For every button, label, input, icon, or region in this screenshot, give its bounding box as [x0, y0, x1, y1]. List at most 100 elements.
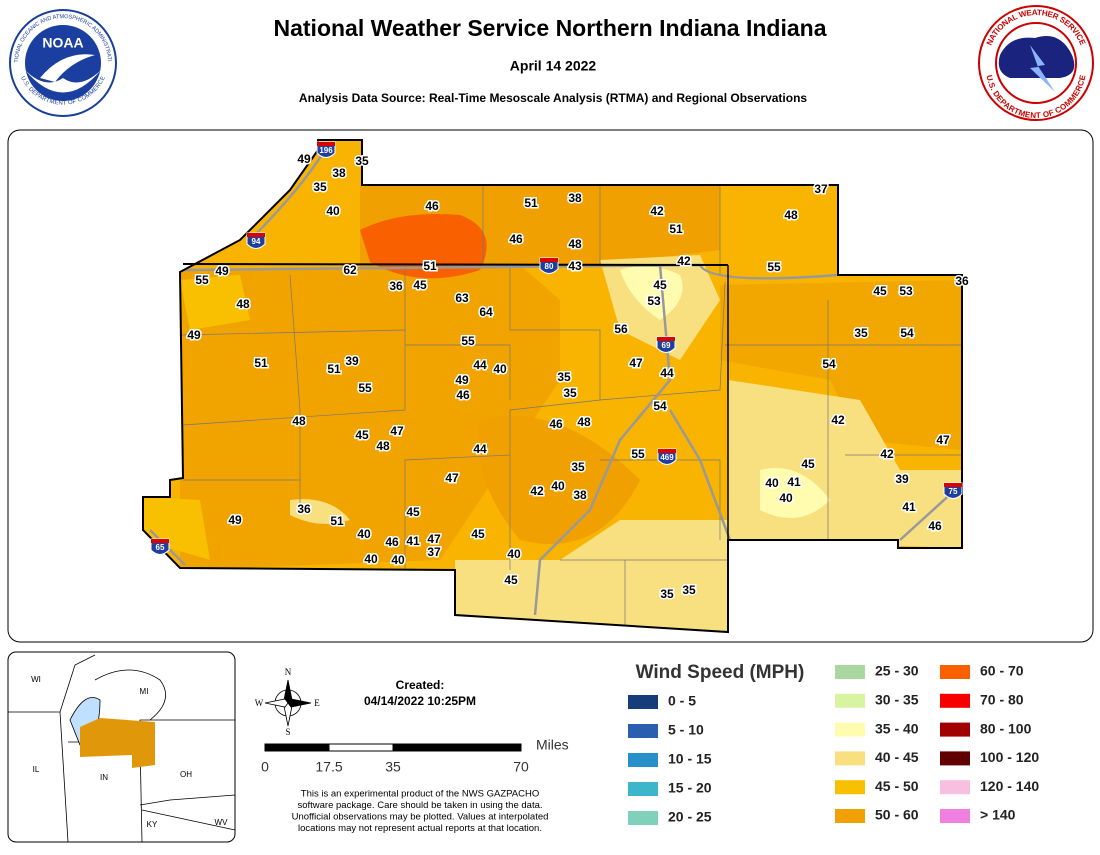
observation: 42: [880, 447, 894, 461]
observation: 48: [292, 414, 306, 428]
legend-swatch: [835, 722, 865, 737]
state-label: MI: [140, 687, 149, 696]
shield-label: 196: [319, 146, 333, 155]
observation: 47: [427, 532, 441, 546]
noaa-logo: NOAA NATIONAL OCEANIC AND ATMOSPHERIC AD…: [0, 0, 117, 117]
legend-swatch: [628, 782, 658, 796]
observation: 42: [831, 413, 845, 427]
observation: 48: [236, 297, 250, 311]
legend-swatch: [940, 722, 970, 737]
observation: 38: [573, 488, 587, 502]
legend-swatch: [940, 665, 970, 679]
observation: 39: [895, 472, 909, 486]
observation: 47: [445, 471, 459, 485]
state-label: IL: [33, 765, 40, 774]
observation: 38: [568, 191, 582, 205]
legend-label: 50 - 60: [875, 807, 919, 823]
observation: 38: [332, 166, 346, 180]
observation: 36: [297, 502, 311, 516]
legend-label: 100 - 120: [980, 749, 1039, 765]
observation: 62: [343, 263, 357, 277]
legend-label: 120 - 140: [980, 778, 1039, 794]
legend-label: 5 - 10: [668, 722, 704, 738]
observation: 64: [479, 305, 493, 319]
wind-field: [143, 140, 962, 632]
observation: 46: [549, 417, 563, 431]
shield-top: [540, 258, 558, 262]
observation: 46: [509, 232, 523, 246]
shield-label: 75: [949, 487, 958, 496]
observation: 44: [660, 366, 674, 380]
legend-label: 60 - 70: [980, 663, 1024, 679]
observation: 40: [507, 547, 521, 561]
observation: 35: [682, 583, 696, 597]
observation: 46: [456, 388, 470, 402]
shield-top: [658, 449, 676, 453]
observation: 49: [297, 152, 311, 166]
legend-label: 25 - 30: [875, 663, 919, 679]
observation: 51: [327, 362, 341, 376]
observation: 55: [195, 273, 209, 287]
observation: 55: [631, 447, 645, 461]
state-line: [182, 263, 729, 266]
observation: 35: [557, 370, 571, 384]
scale-tick: 17.5: [315, 759, 342, 775]
shield-top: [657, 337, 675, 341]
legend-label: 0 - 5: [668, 693, 696, 709]
observation: 35: [660, 587, 674, 601]
subtitle: Analysis Data Source: Real-Time Mesoscal…: [299, 91, 807, 105]
legend-swatch: [835, 665, 865, 679]
observation: 45: [801, 457, 815, 471]
scale-unit: Miles: [536, 737, 569, 753]
legend-label: 35 - 40: [875, 720, 919, 736]
observation: 37: [814, 182, 828, 196]
shield-label: 69: [662, 341, 671, 350]
observation: 55: [461, 334, 475, 348]
observation: 53: [899, 284, 913, 298]
observation: 51: [524, 196, 538, 210]
observation: 46: [928, 519, 942, 533]
observation: 48: [784, 208, 798, 222]
legend-label: 80 - 100: [980, 720, 1032, 736]
observation: 55: [767, 260, 781, 274]
observation: 51: [669, 222, 683, 236]
observation: 40: [551, 479, 565, 493]
legend-swatch: [628, 811, 658, 825]
observation: 40: [357, 527, 371, 541]
shield-label: 469: [660, 453, 674, 462]
observation: 40: [493, 362, 507, 376]
observation: 37: [427, 545, 441, 559]
legend-swatch: [835, 780, 865, 795]
disclaimer: This is an experimental product of the N…: [292, 789, 549, 835]
legend-title: Wind Speed (MPH): [636, 662, 805, 683]
legend-swatch: [940, 693, 970, 708]
legend-label: 15 - 20: [668, 780, 712, 796]
legend-swatch: [628, 695, 658, 709]
state-label: WV: [215, 818, 229, 827]
observation: 49: [187, 328, 201, 342]
observation: 48: [577, 415, 591, 429]
legend-swatch: [940, 780, 970, 795]
observation: 44: [473, 358, 487, 372]
shield-top: [151, 539, 169, 543]
observation: 40: [765, 476, 779, 490]
state-label: KY: [147, 820, 158, 829]
county-lines: [179, 185, 962, 632]
shield-top: [247, 233, 265, 237]
observation: 43: [568, 259, 582, 273]
observation: 45: [653, 278, 667, 292]
observation: 45: [355, 428, 369, 442]
legend-swatch: [835, 751, 865, 766]
legend-label: 40 - 45: [875, 749, 919, 765]
observation: 51: [423, 259, 437, 273]
observation: 42: [677, 254, 691, 268]
highway-shields: 196 94 80 69 469 75 65: [150, 141, 963, 555]
observation: 48: [376, 439, 390, 453]
inset-labels: WI MI IL IN OH KY WV: [31, 675, 228, 829]
nws-logo: NATIONAL WEATHER SERVICE U.S. DEPARTMENT…: [978, 5, 1094, 121]
compass-letter: W: [255, 698, 264, 708]
legend-label: 70 - 80: [980, 692, 1024, 708]
observation: 35: [571, 460, 585, 474]
observation: 40: [391, 553, 405, 567]
